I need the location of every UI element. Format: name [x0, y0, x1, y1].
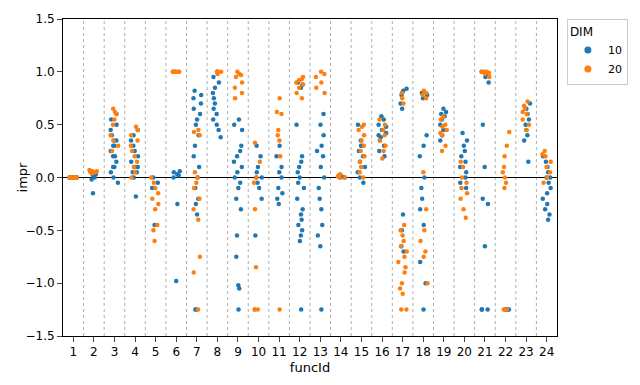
svg-text:11: 11: [271, 345, 286, 359]
svg-text:19: 19: [436, 345, 451, 359]
svg-text:1: 1: [69, 345, 77, 359]
svg-text:18: 18: [416, 345, 431, 359]
svg-text:12: 12: [292, 345, 307, 359]
svg-text:24: 24: [539, 345, 554, 359]
svg-text:14: 14: [333, 345, 348, 359]
svg-text:1.5: 1.5: [36, 12, 55, 26]
svg-text:2: 2: [90, 345, 98, 359]
svg-text:13: 13: [313, 345, 328, 359]
svg-text:0.0: 0.0: [36, 171, 55, 185]
svg-text:16: 16: [374, 345, 389, 359]
svg-text:17: 17: [395, 345, 410, 359]
svg-text:8: 8: [214, 345, 222, 359]
svg-text:20: 20: [457, 345, 472, 359]
svg-text:7: 7: [193, 345, 201, 359]
svg-text:21: 21: [477, 345, 492, 359]
svg-text:5: 5: [152, 345, 160, 359]
svg-text:1.0: 1.0: [36, 65, 55, 79]
svg-text:0.5: 0.5: [36, 118, 55, 132]
svg-text:23: 23: [518, 345, 533, 359]
svg-text:10: 10: [608, 44, 622, 57]
svg-text:3: 3: [111, 345, 119, 359]
svg-text:DIM: DIM: [570, 25, 593, 39]
svg-text:20: 20: [608, 63, 622, 76]
svg-text:impr: impr: [15, 162, 30, 193]
svg-text:4: 4: [131, 345, 139, 359]
svg-text:6: 6: [172, 345, 180, 359]
svg-text:−1.5: −1.5: [25, 329, 54, 343]
svg-text:10: 10: [251, 345, 266, 359]
svg-text:9: 9: [234, 345, 242, 359]
svg-text:22: 22: [498, 345, 513, 359]
svg-text:−0.5: −0.5: [25, 224, 54, 238]
svg-text:funcId: funcId: [290, 360, 330, 375]
svg-text:−1.0: −1.0: [25, 276, 54, 290]
svg-text:15: 15: [354, 345, 369, 359]
